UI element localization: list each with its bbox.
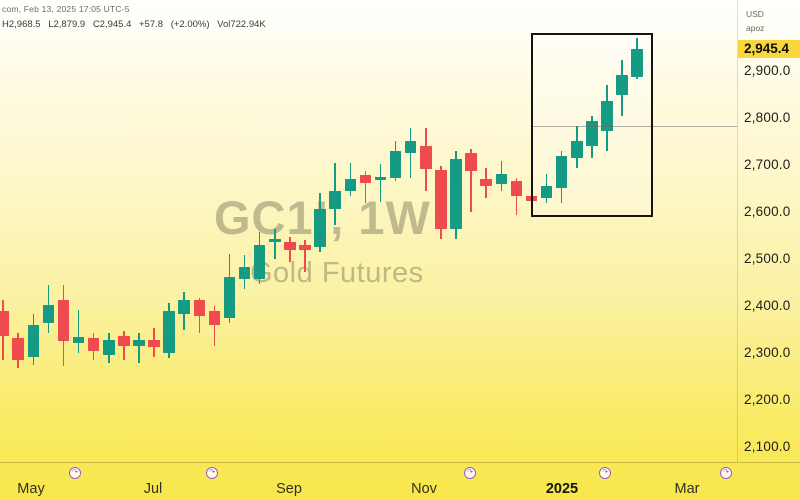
candle-wick <box>470 149 472 212</box>
chart-header: com, Feb 13, 2025 17:05 UTC-5 H2,968.5 L… <box>2 3 266 32</box>
contract-rollover-icon[interactable]: ↷ <box>69 467 81 479</box>
time-tick-label: Mar <box>674 481 700 497</box>
candle-body <box>314 208 326 247</box>
price-tick-label: 2,300.0 <box>744 345 791 360</box>
chart-canvas[interactable] <box>0 0 737 462</box>
candle-wick <box>304 239 306 273</box>
candle-body <box>27 324 39 358</box>
contract-rollover-icon[interactable]: ↷ <box>599 467 611 479</box>
candle-body <box>510 181 523 197</box>
candle-body <box>555 156 568 188</box>
price-axis[interactable]: USD apoz 2,945.4 2,900.0 2,800.0 2,700.0 2,… <box>737 0 800 462</box>
candle-body <box>163 310 175 353</box>
candle-wick <box>213 305 216 346</box>
candle-body <box>616 75 628 96</box>
candle-body <box>253 244 266 280</box>
price-tick-label: 2,800.0 <box>744 110 791 125</box>
candle-wick <box>77 309 80 353</box>
candle-body <box>480 179 492 186</box>
candle-body <box>103 339 115 355</box>
candle-body <box>329 191 341 209</box>
candle-body <box>601 100 613 131</box>
candle-body <box>193 300 205 316</box>
candle-body <box>238 266 251 280</box>
price-tick-label: 2,200.0 <box>744 392 791 407</box>
price-tick-label: 2,100.0 <box>744 439 791 454</box>
chart-timestamp: com, Feb 13, 2025 17:05 UTC-5 <box>2 4 130 14</box>
price-tick-label: 2,500.0 <box>744 251 791 266</box>
candle-body <box>465 153 477 172</box>
candle-body <box>57 300 70 341</box>
candle-body <box>87 337 100 352</box>
candle-body <box>586 120 598 147</box>
rectangle-drawing[interactable] <box>531 32 653 218</box>
contract-rollover-icon[interactable]: ↷ <box>464 467 476 479</box>
candle-body <box>42 304 54 323</box>
candle-body <box>0 310 9 336</box>
candle-wick <box>364 171 367 204</box>
candle-body <box>631 48 643 77</box>
candle-body <box>571 141 583 158</box>
price-tick-label: 2,700.0 <box>744 157 791 172</box>
watermark-description: Gold Futures <box>250 257 424 289</box>
horizontal-line-drawing[interactable] <box>531 126 737 128</box>
contract-rollover-icon[interactable]: ↷ <box>720 467 732 479</box>
last-price-label: 2,945.4 <box>738 39 800 58</box>
candle-wick <box>515 178 518 215</box>
ohlc-readout: H2,968.5 L2,879.9 C2,945.4 +57.8 (+2.00%… <box>2 19 266 31</box>
unit-label: apoz <box>746 23 765 33</box>
time-axis[interactable]: May Jul Sep Nov 2025 Mar ↷ ↷ ↷ ↷ ↷ <box>0 462 800 500</box>
time-tick-label: 2025 <box>545 481 579 497</box>
candle-body <box>118 336 130 346</box>
candle-body <box>495 173 508 185</box>
candle-body <box>344 179 357 192</box>
candle-body <box>178 300 190 315</box>
candle-body <box>72 337 85 344</box>
candle-wick <box>379 164 382 202</box>
candle-body <box>12 337 24 360</box>
price-tick-label: 2,600.0 <box>744 204 791 219</box>
candle-body <box>223 277 236 318</box>
candle-body <box>389 150 402 179</box>
price-tick-label: 2,400.0 <box>744 298 791 313</box>
candle-body <box>450 158 462 229</box>
candle-body <box>435 170 447 229</box>
candle-body <box>208 310 221 325</box>
candle-wick <box>138 332 140 364</box>
candle-body <box>269 238 281 242</box>
candle-body <box>299 244 311 250</box>
candle-body <box>359 175 372 184</box>
candle-body <box>133 339 145 346</box>
candle-body <box>540 186 553 199</box>
time-tick-label: Nov <box>411 481 437 497</box>
candle-body <box>374 177 387 180</box>
candle-wick <box>274 228 276 259</box>
currency-label: USD <box>746 9 764 19</box>
contract-rollover-icon[interactable]: ↷ <box>206 467 218 479</box>
candle-body <box>284 242 296 250</box>
time-tick-label: May <box>17 481 45 497</box>
price-tick-label: 2,900.0 <box>744 63 791 78</box>
time-tick-label: Jul <box>143 481 163 497</box>
candle-body <box>404 141 417 154</box>
candlestick-series <box>0 37 643 368</box>
candle-body <box>420 145 432 170</box>
time-tick-label: Sep <box>276 481 302 497</box>
candle-body <box>148 339 160 348</box>
